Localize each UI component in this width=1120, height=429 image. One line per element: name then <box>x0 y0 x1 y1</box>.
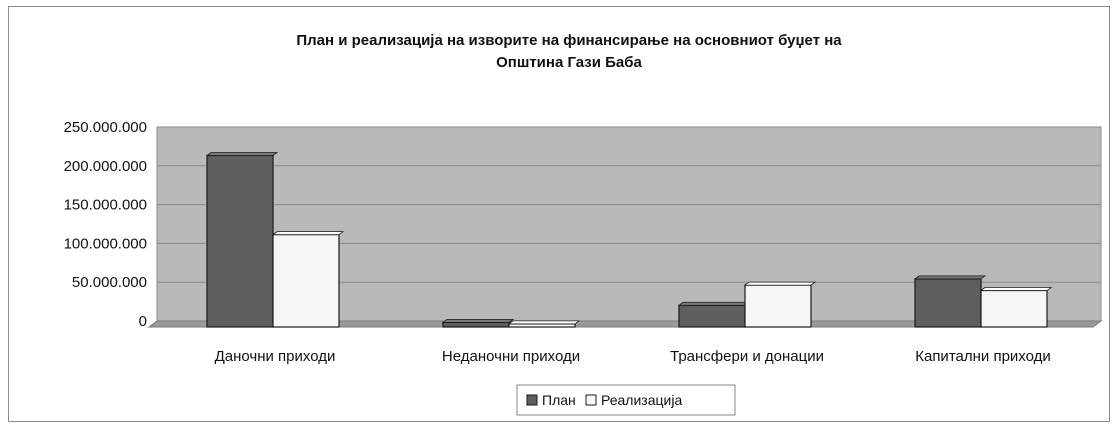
bar-top-face <box>205 152 279 156</box>
y-tick-label: 200.000.000 <box>64 158 147 175</box>
y-tick-label: 150.000.000 <box>64 197 147 214</box>
bar-top-face <box>441 318 515 323</box>
y-tick-label: 100.000.000 <box>64 235 147 252</box>
bar-realizacija <box>508 323 576 328</box>
bar-top-face <box>743 281 817 286</box>
legend-box <box>516 384 736 416</box>
bar-plan <box>442 321 510 328</box>
chart-frame: План и реализација на изворите на финанс… <box>8 6 1110 422</box>
bar-plan <box>914 278 982 328</box>
legend-label: План <box>542 392 576 408</box>
x-category-label: Капитални приходи <box>915 348 1051 365</box>
y-tick-label: 0 <box>139 313 147 330</box>
y-tick-label: 250.000.000 <box>64 119 147 136</box>
plot-area: 0 50.000.000 100.000.000 150.000.000 200.000… <box>64 119 1103 365</box>
bar-plan <box>678 304 746 328</box>
bar-top-face <box>677 301 751 306</box>
chart-title-line-2: Општина Гази Баба <box>496 54 642 71</box>
bar-top-face <box>979 287 1053 291</box>
x-category-label: Трансфери и донации <box>670 348 824 365</box>
bar-realizacija <box>272 234 340 328</box>
bar-chart: План и реализација на изворите на финанс… <box>64 32 1103 416</box>
chart-title: План и реализација на изворите на финанс… <box>296 32 842 71</box>
legend-swatch <box>526 394 538 406</box>
bar-top-face <box>913 275 987 280</box>
bar-top-face <box>271 231 345 236</box>
bar-realizacija <box>980 289 1048 328</box>
x-category-label: Неданочни приходи <box>442 348 580 365</box>
legend-label: Реализација <box>601 392 682 408</box>
bar-realizacija <box>744 284 812 328</box>
bar-plan <box>206 154 274 328</box>
bar-top-face <box>507 320 581 325</box>
legend-swatch <box>585 394 597 406</box>
y-tick-label: 50.000.000 <box>72 274 147 291</box>
x-category-label: Даночни приходи <box>215 348 336 365</box>
legend: План Реализација <box>516 384 736 416</box>
chart-title-line-1: План и реализација на изворите на финанс… <box>296 32 842 49</box>
